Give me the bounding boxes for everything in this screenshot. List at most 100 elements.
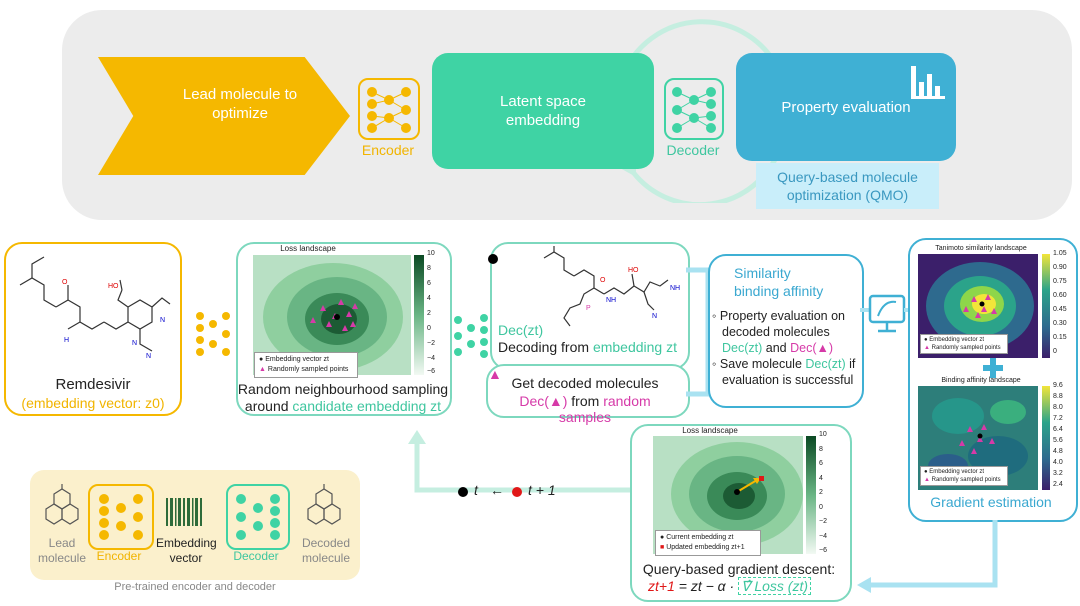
query-gd-ticks: 10 8 6 4 2 0 −2 −4 −6	[819, 431, 839, 557]
tick: 2.4	[1053, 481, 1063, 488]
t-label: t	[474, 482, 478, 498]
tick: 8.8	[1053, 393, 1063, 400]
svg-text:O: O	[600, 277, 606, 284]
remdesivir-name: Remdesivir	[55, 376, 131, 393]
t1-dot	[512, 487, 522, 497]
svg-text:N: N	[132, 340, 137, 347]
pretrained-caption: Pre-trained encoder and decoder	[114, 581, 276, 593]
qmo-text: Query-based molecule optimization (QMO)	[777, 169, 918, 203]
random-sample-triangle: ▲	[488, 366, 502, 382]
lead-molecule-text: Lead molecule to optimize	[182, 86, 298, 122]
bar-chart-icon	[911, 66, 945, 99]
tick: 0.60	[1053, 292, 1067, 299]
decoded-samples-card	[486, 364, 690, 418]
tick: 1.05	[1053, 250, 1067, 257]
tick: 4.8	[1053, 448, 1063, 455]
similarity-bullets: ◦ Property evaluation on decoded molecul…	[712, 308, 858, 388]
encoder-network-icon-small	[196, 312, 230, 356]
remdesivir-molecule-icon: O HO H N N N	[19, 256, 171, 360]
svg-text:H: H	[64, 337, 69, 344]
svg-text:N: N	[160, 317, 165, 324]
tick: 0.45	[1053, 306, 1067, 313]
pretrained-decoder-box	[226, 484, 290, 550]
binding-ticks: 9.6 8.8 8.0 7.2 6.4 5.6 4.8 4.0 3.2 2.4	[1053, 382, 1073, 492]
similarity-card	[708, 254, 864, 408]
svg-text:HO: HO	[108, 283, 119, 290]
tick: 6.4	[1053, 426, 1063, 433]
decoded-molecule-small-icon	[307, 484, 341, 525]
pretrained-decoded-label: Decoded molecule	[301, 536, 351, 565]
legend-embedding: ● Embedding vector zt	[259, 356, 329, 363]
loss-caption-line1: Random neighbourhood sampling	[237, 381, 449, 397]
legend-random: ▲ Randomly sampled points	[924, 477, 1001, 483]
decoding-card	[490, 242, 690, 370]
get-decoded-line1: Get decoded molecules	[511, 375, 659, 391]
svg-text:HO: HO	[628, 267, 639, 274]
bullet-2-line1: ◦ Save molecule Dec(zt) if	[712, 357, 856, 371]
tick: −6	[427, 368, 435, 375]
tick: 3.2	[1053, 470, 1063, 477]
tanimoto-ticks: 1.05 0.90 0.75 0.60 0.45 0.30 0.15 0	[1053, 250, 1073, 360]
tick: 7.2	[1053, 415, 1063, 422]
tick: 0.15	[1053, 334, 1067, 341]
tanimoto-title: Tanimoto similarity landscape	[935, 245, 1027, 252]
bullet-2-line2: evaluation is successful	[722, 373, 854, 387]
bullet-1-line1: ◦ Property evaluation on	[712, 309, 845, 323]
loss-caption-line2: around candidate embedding zt	[244, 398, 442, 414]
pretrained-lead-label: Lead molecule	[37, 536, 87, 565]
tick: 0.75	[1053, 278, 1067, 285]
encoder-network-icon	[367, 87, 411, 133]
tanimoto-colorbar	[1042, 254, 1050, 358]
property-evaluation-text: Property evaluation	[781, 98, 911, 116]
pretrained-encoder-box	[88, 484, 154, 550]
tick: 2	[819, 489, 823, 496]
tick: 0	[427, 325, 431, 332]
tick: 4	[819, 475, 823, 482]
binding-colorbar	[1042, 386, 1050, 490]
svg-text:P: P	[586, 305, 591, 312]
tick: 10	[427, 250, 435, 257]
similarity-title-line1: Similarity	[734, 265, 791, 281]
dec-zt-label: Dec(zt)	[498, 322, 544, 338]
query-gd-legend: ● Current embedding zt ■ Updated embeddi…	[655, 530, 761, 556]
property-evaluation-box: Property evaluation	[736, 53, 956, 161]
t1-label: t + 1	[528, 482, 556, 498]
update-arrow: ←	[490, 482, 504, 498]
lead-molecule-arrow	[98, 57, 350, 175]
pretrained-decoder-icon	[236, 494, 280, 540]
svg-text:N: N	[652, 313, 657, 320]
tick: 10	[819, 431, 827, 438]
pretrained-encoder-icon	[99, 494, 143, 540]
tick: 2	[427, 310, 431, 317]
gradient-estimation-label: Gradient estimation	[930, 494, 1052, 510]
legend-updated: ■ Updated embedding zt+1	[660, 544, 745, 551]
legend-embedding: ● Embedding vector zt	[924, 469, 984, 475]
decoding-line: Decoding from embedding zt	[498, 339, 677, 355]
tick: −2	[819, 518, 827, 525]
pretrained-encoder-label: Encoder	[96, 549, 142, 563]
tick: 5.6	[1053, 437, 1063, 444]
legend-random: ▲ Randomly sampled points	[924, 345, 1001, 351]
lead-molecule-icon	[45, 484, 79, 525]
tick: 0	[819, 504, 823, 511]
svg-text:O: O	[62, 279, 68, 286]
query-gd-title: Loss landscape	[682, 426, 738, 435]
binding-legend: ● Embedding vector zt ▲ Randomly sampled…	[920, 466, 1008, 486]
similarity-title-line2: binding affinity	[734, 283, 824, 299]
monitor-icon	[860, 294, 916, 333]
query-gd-colorbar	[806, 436, 816, 554]
tick: −4	[819, 533, 827, 540]
get-decoded-line2: Dec(▲) from random samples	[519, 393, 651, 425]
tick: 0.30	[1053, 320, 1067, 327]
tick: 0.90	[1053, 264, 1067, 271]
encoder-label: Encoder	[361, 142, 415, 158]
tick: 4	[427, 295, 431, 302]
loss-landscape-title: Loss landscape	[280, 244, 336, 253]
pretrained-decoder-label: Decoder	[233, 549, 279, 563]
svg-text:NH₂: NH₂	[670, 285, 680, 292]
qmo-box: Query-based molecule optimization (QMO)	[756, 163, 939, 209]
tick: 6	[819, 460, 823, 467]
t-dot	[458, 487, 468, 497]
latent-space-text: Latent space embedding	[500, 93, 586, 129]
legend-random: ▲ Randomly sampled points	[259, 366, 349, 373]
